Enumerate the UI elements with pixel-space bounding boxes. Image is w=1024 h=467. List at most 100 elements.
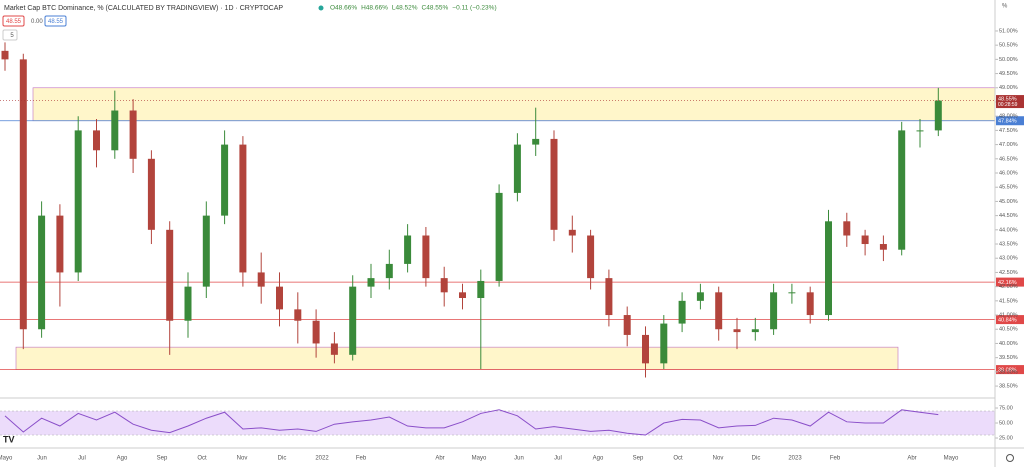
candle-body — [257, 272, 265, 287]
sell-box[interactable] — [2, 15, 25, 27]
y-tick-label: 47.50% — [999, 128, 1018, 134]
x-tick-label: Nov — [237, 456, 248, 462]
x-tick-label: Mayo — [944, 456, 959, 462]
candle-body — [898, 130, 906, 250]
candle-body — [550, 138, 558, 230]
x-tick-label: 2023 — [788, 456, 802, 462]
price-badge-label: 47.84% — [998, 119, 1017, 125]
x-tick-label: Ago — [593, 456, 604, 462]
y-tick-label: 47.00% — [999, 142, 1018, 148]
candle-body — [459, 292, 466, 299]
y-tick-label: 50.00 — [999, 420, 1013, 426]
candle-body — [294, 309, 302, 321]
candle-body — [843, 221, 851, 236]
candle-body — [367, 278, 375, 287]
price-badge — [996, 277, 1024, 287]
y-tick-label: 40.50% — [999, 327, 1018, 333]
price-badge — [996, 365, 1024, 375]
candle-body — [678, 300, 686, 324]
x-tick-label: 2022 — [315, 456, 329, 462]
y-tick-label: 46.00% — [999, 170, 1018, 176]
ohlc-value: O48.66% — [330, 5, 357, 12]
y-tick-label: 41.50% — [999, 298, 1018, 304]
ohlc-value: −0.11 (−0.23%) — [452, 5, 496, 12]
candle-body — [422, 235, 430, 279]
candle-body — [660, 323, 668, 364]
candle-body — [202, 215, 210, 287]
y-tick-label: 42.00% — [999, 284, 1018, 290]
x-tick-label: Sep — [157, 456, 168, 462]
y-tick-label: 39.50% — [999, 355, 1018, 361]
y-tick-label: 45.50% — [999, 185, 1018, 191]
price-badge-label: 42.16% — [998, 280, 1017, 286]
candle-body — [74, 130, 82, 273]
x-tick-label: Jun — [37, 456, 47, 462]
x-tick-label: Oct — [197, 456, 207, 462]
logo: TV — [3, 434, 15, 444]
candle-body — [184, 286, 192, 321]
candle-body — [568, 229, 576, 236]
x-tick-label: Feb — [356, 456, 367, 462]
candle-body — [147, 158, 155, 230]
candle-body — [623, 315, 631, 335]
y-tick-label: 48.00% — [999, 114, 1018, 120]
y-tick-label: 42.50% — [999, 270, 1018, 276]
x-tick-label: Jul — [554, 456, 562, 462]
buy-box[interactable] — [44, 15, 67, 27]
candle-body — [495, 192, 503, 281]
y-tick-label: 49.00% — [999, 85, 1018, 91]
x-tick-label: Mayo — [0, 456, 13, 462]
indicator-toggle[interactable] — [2, 29, 18, 41]
countdown: 00:28:59 — [998, 102, 1018, 108]
candle-body — [733, 329, 741, 333]
x-tick-label: Abr — [435, 456, 444, 462]
y-tick-label: 43.00% — [999, 256, 1018, 262]
candle-body — [19, 59, 27, 330]
candle-body — [605, 278, 613, 316]
y-tick-label: 39.00% — [999, 369, 1018, 375]
x-tick-label: Mayo — [472, 456, 487, 462]
y-tick-label: 50.50% — [999, 43, 1018, 49]
price-badge — [996, 315, 1024, 325]
price-pane: 47.84% 42.16% 40.84% 39.08% 51.00% 50.50% 50.0… — [0, 28, 1024, 390]
x-tick-label: Oct — [673, 456, 683, 462]
y-tick-label: 45.00% — [999, 199, 1018, 205]
rsi-line — [4, 409, 939, 436]
candle-body — [825, 221, 832, 316]
ohlc-value: C48.55% — [422, 5, 449, 12]
y-tick-label: 44.50% — [999, 213, 1018, 219]
y-tick-label: 51.00% — [999, 28, 1018, 34]
zone — [15, 346, 899, 370]
x-tick-label: Sep — [633, 456, 644, 462]
candle-body — [166, 229, 174, 321]
y-tick-label: 44.00% — [999, 227, 1018, 233]
candle-body — [1, 50, 9, 60]
candle-body — [715, 292, 723, 330]
candle-body — [221, 144, 229, 216]
candle-body — [38, 215, 46, 330]
candle-body — [642, 334, 649, 364]
candle-body — [751, 329, 759, 333]
x-tick-label: Jun — [514, 456, 524, 462]
candle-body — [879, 244, 887, 250]
y-tick-label: 38.50% — [999, 384, 1018, 390]
x-tick-label: Feb — [830, 456, 841, 462]
candle-body — [56, 215, 64, 273]
rsi-pane: 75.00 50.00 25.00 — [0, 405, 1013, 441]
last-price-badge — [996, 95, 1024, 109]
chart-title: Market Cap BTC Dominance, % (CALCULATED … — [4, 5, 283, 12]
x-tick-label: Dic — [752, 456, 761, 462]
ohlc-value: L48.52% — [392, 5, 418, 12]
y-tick-label: 41.00% — [999, 313, 1018, 319]
y-tick-label: 75.00 — [999, 405, 1013, 411]
x-tick-label: Dic — [278, 456, 287, 462]
zone — [32, 87, 996, 122]
settings-icon[interactable] — [1006, 454, 1014, 462]
axis-unit: % — [1002, 4, 1008, 10]
y-tick-label: 50.00% — [999, 57, 1018, 63]
candle-body — [532, 138, 540, 145]
candle-body — [312, 320, 320, 344]
candle-body — [349, 286, 357, 355]
